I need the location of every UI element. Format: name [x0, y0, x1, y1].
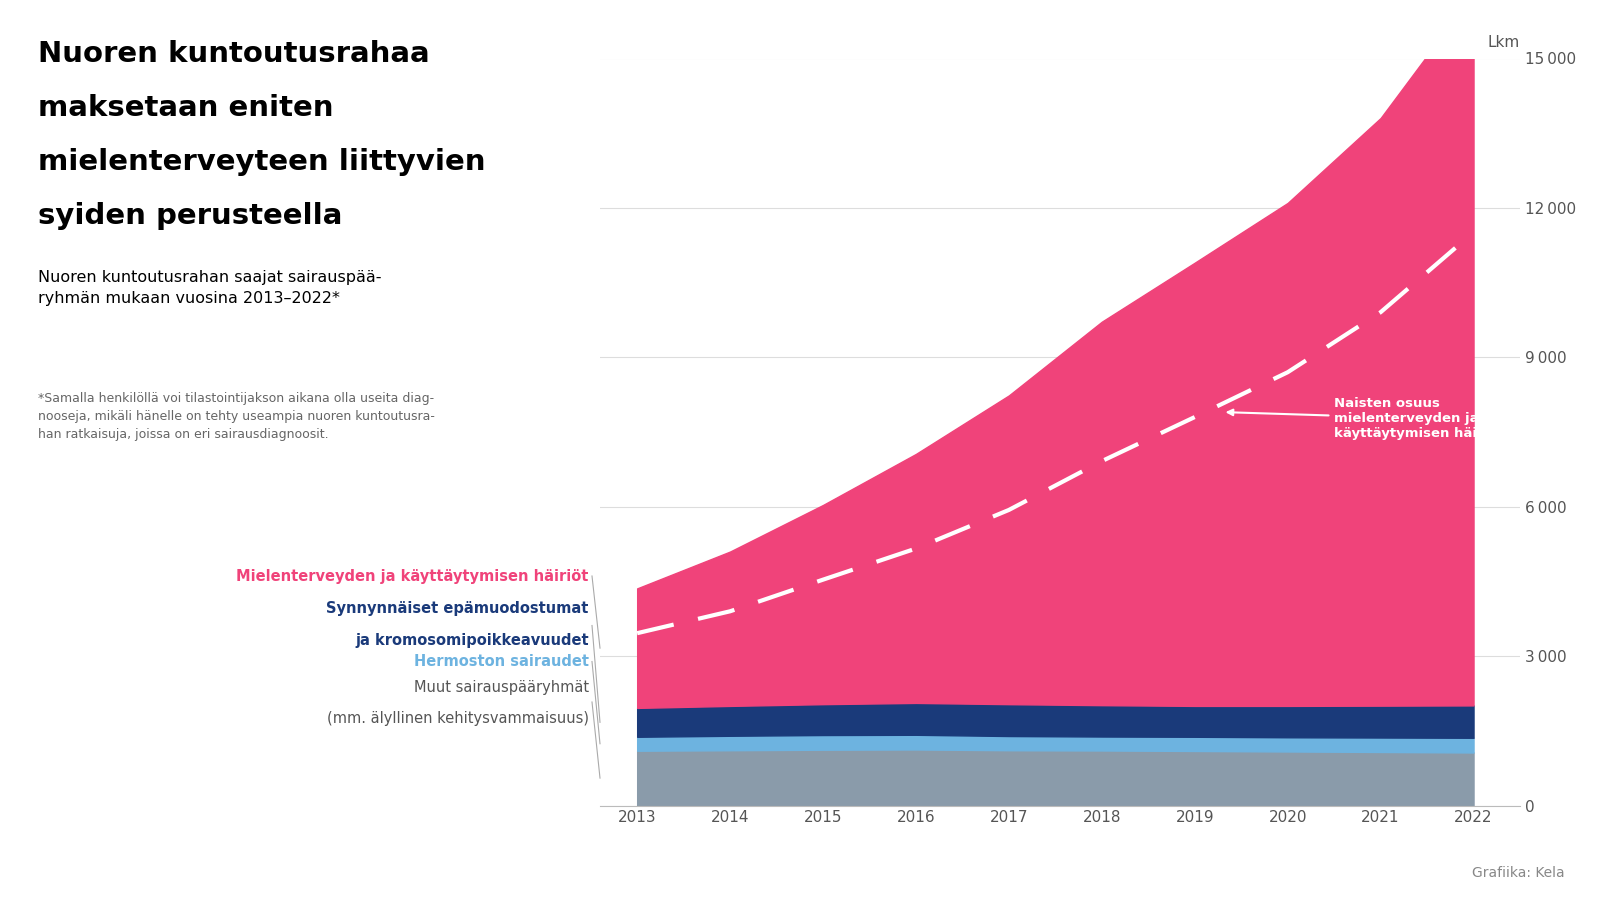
Text: mielenterveyteen liittyvien: mielenterveyteen liittyvien	[38, 148, 486, 176]
Text: ja kromosomipoikkeavuudet: ja kromosomipoikkeavuudet	[355, 633, 589, 648]
Text: Hermoston sairaudet: Hermoston sairaudet	[414, 654, 589, 669]
Text: maksetaan eniten: maksetaan eniten	[38, 94, 334, 122]
Text: Grafiika: Kela: Grafiika: Kela	[1472, 866, 1565, 880]
Text: Muut sairauspääryhmät: Muut sairauspääryhmät	[414, 680, 589, 695]
Text: syiden perusteella: syiden perusteella	[38, 202, 342, 230]
Text: Synnynnäiset epämuodostumat: Synnynnäiset epämuodostumat	[326, 601, 589, 617]
Text: Lkm: Lkm	[1488, 34, 1520, 50]
Text: Mielenterveyden ja käyttäytymisen häiriöt: Mielenterveyden ja käyttäytymisen häiriö…	[237, 569, 589, 583]
Text: (mm. älyllinen kehitysvammaisuus): (mm. älyllinen kehitysvammaisuus)	[326, 711, 589, 726]
Text: *Samalla henkilöllä voi tilastointijakson aikana olla useita diag-
nooseja, mikä: *Samalla henkilöllä voi tilastointijakso…	[38, 392, 435, 440]
Text: Naisten osuus
mielenterveyden ja
käyttäytymisen häiriöistä: Naisten osuus mielenterveyden ja käyttäy…	[1227, 397, 1525, 440]
Text: Nuoren kuntoutusrahan saajat sairauspää-
ryhmän mukaan vuosina 2013–2022*: Nuoren kuntoutusrahan saajat sairauspää-…	[38, 270, 382, 306]
Text: Nuoren kuntoutusrahaa: Nuoren kuntoutusrahaa	[38, 40, 430, 68]
